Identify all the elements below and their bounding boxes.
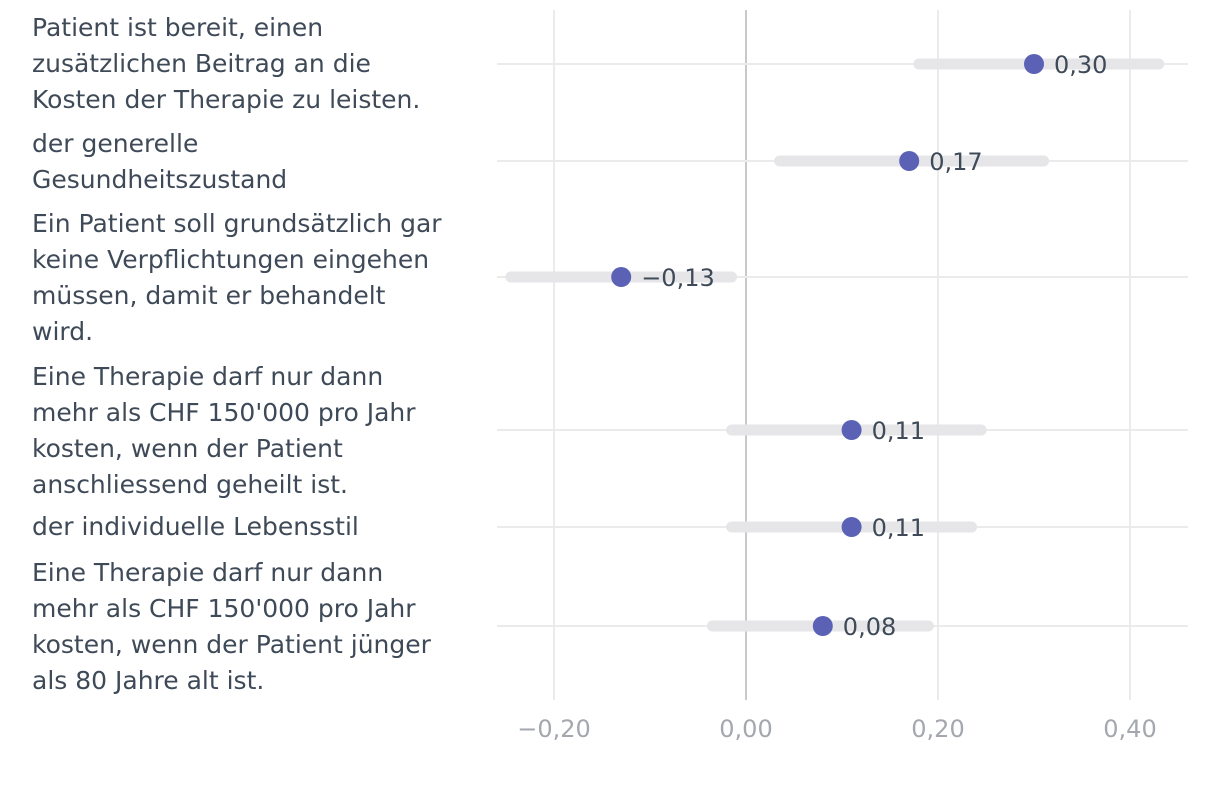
data-point: [812, 616, 833, 636]
value-label: −0,13: [641, 264, 715, 292]
x-tick-label: −0,20: [517, 715, 591, 743]
value-label: 0,08: [843, 613, 896, 641]
category-label-layer: Patient ist bereit, einen zusätzlichen Be…: [32, 13, 442, 695]
value-label: 0,30: [1054, 51, 1107, 79]
category-label-line: Eine Therapie darf nur dann: [32, 558, 383, 587]
category-label-line: mehr als CHF 150'000 pro Jahr: [32, 594, 416, 623]
value-label: 0,17: [929, 148, 982, 176]
category-label: Patient ist bereit, einen zusätzlichen Be…: [32, 13, 420, 114]
category-label: Eine Therapie darf nur dann mehr als CHF …: [32, 558, 432, 695]
point-layer: 0,30 0,17 −0,13 0,11 0,11 0,08: [611, 51, 1107, 641]
x-axis-tick-layer: −0,20 0,00 0,20 0,40: [517, 715, 1156, 743]
category-label-line: mehr als CHF 150'000 pro Jahr: [32, 398, 416, 427]
x-tick-label: 0,20: [911, 715, 964, 743]
category-label-line: der generelle: [32, 129, 198, 158]
value-label: 0,11: [872, 417, 925, 445]
data-point: [611, 267, 632, 287]
category-label-line: Ein Patient soll grundsätzlich gar: [32, 209, 442, 238]
category-label-line: der individuelle Lebensstil: [32, 512, 359, 541]
category-label-line: keine Verpflichtungen eingehen: [32, 245, 429, 274]
data-point: [841, 420, 862, 440]
category-label: der individuelle Lebensstil: [32, 512, 359, 541]
x-tick-label: 0,40: [1103, 715, 1156, 743]
data-point: [1024, 54, 1044, 74]
data-point: [841, 517, 862, 537]
category-label-line: Kosten der Therapie zu leisten.: [32, 85, 420, 114]
category-label: Ein Patient soll grundsätzlich gar keine …: [32, 209, 442, 346]
category-label: Eine Therapie darf nur dann mehr als CHF …: [32, 362, 416, 499]
data-point: [899, 151, 920, 171]
category-label-line: Eine Therapie darf nur dann: [32, 362, 383, 391]
value-label: 0,11: [872, 514, 925, 542]
category-label-line: als 80 Jahre alt ist.: [32, 666, 264, 695]
category-label: der generelle Gesundheitszustand: [32, 129, 287, 194]
category-label-line: wird.: [32, 317, 93, 346]
grid-layer: [497, 10, 1188, 700]
x-tick-label: 0,00: [719, 715, 772, 743]
category-label-line: Gesundheitszustand: [32, 165, 287, 194]
category-label-line: kosten, wenn der Patient: [32, 434, 343, 463]
category-label-line: zusätzlichen Beitrag an die: [32, 49, 371, 78]
category-label-line: kosten, wenn der Patient jünger: [32, 630, 432, 659]
interval-layer: [505, 58, 1165, 632]
category-label-line: anschliessend geheilt ist.: [32, 470, 348, 499]
category-label-line: Patient ist bereit, einen: [32, 13, 323, 42]
category-label-line: müssen, damit er behandelt: [32, 281, 386, 310]
